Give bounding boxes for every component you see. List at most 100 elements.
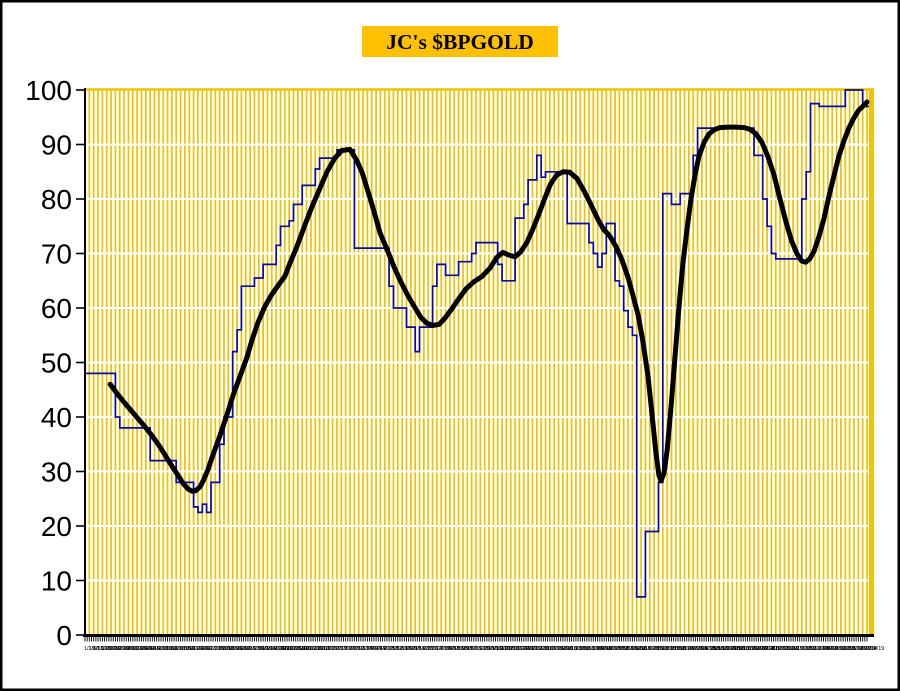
x-tick-label: 7/22/16 xyxy=(210,646,228,652)
x-tick-label: 8/4/17 xyxy=(445,646,460,652)
y-axis-ticks-and-labels: 0 10 20 30 40 50 60 70 80 90 100 xyxy=(25,75,85,651)
x-tick-label: 12/23/16 xyxy=(306,646,327,652)
x-tick-label: 11/11/16 xyxy=(280,646,301,652)
x-tick-label: 3/10/17 xyxy=(353,646,371,652)
x-tick-label: 8/26/16 xyxy=(232,646,250,652)
x-tick-label: 6/14/19 xyxy=(866,646,884,652)
x-tick-label: 9/14/18 xyxy=(697,646,715,652)
x-tick-label: 7/8/16 xyxy=(201,646,216,652)
x-tick-label: 9/15/17 xyxy=(471,646,489,652)
x-tick-label: 2/10/17 xyxy=(336,646,354,652)
x-tick-label: 12/1/17 xyxy=(518,646,536,652)
x-tick-label: 3/3/17 xyxy=(349,646,364,652)
x-tick-label: 7/7/17 xyxy=(427,646,442,652)
x-tick-label: 10/28/16 xyxy=(271,646,292,652)
x-tick-label: 7/14/17 xyxy=(432,646,450,652)
x-tick-label: 5/12/17 xyxy=(392,646,410,652)
x-tick-label: 2/12/16 xyxy=(110,646,128,652)
x-tick-label: 5/25/18 xyxy=(627,646,645,652)
x-tick-label: 10/6/17 xyxy=(484,646,502,652)
x-tick-label: 3/8/19 xyxy=(805,646,820,652)
x-tick-label: 7/27/18 xyxy=(666,646,684,652)
x-tick-label: 3/31/17 xyxy=(366,646,384,652)
x-tick-label: 9/28/18 xyxy=(705,646,723,652)
x-tick-label: 8/18/17 xyxy=(453,646,471,652)
x-tick-label: 3/17/17 xyxy=(358,646,376,652)
x-tick-label: 4/12/19 xyxy=(827,646,845,652)
x-tick-label: 2/16/18 xyxy=(566,646,584,652)
x-tick-label: 6/24/16 xyxy=(193,646,211,652)
x-tick-label: 4/29/16 xyxy=(158,646,176,652)
x-tick-label: 5/31/19 xyxy=(857,646,875,652)
x-tick-label: 10/26/18 xyxy=(723,646,744,652)
x-tick-label: 4/19/19 xyxy=(831,646,849,652)
x-tick-label: 12/7/18 xyxy=(749,646,767,652)
x-tick-label: 10/27/17 xyxy=(497,646,518,652)
y-tick-label: 70 xyxy=(41,239,72,270)
x-tick-label: 12/16/16 xyxy=(301,646,322,652)
horizontal-white-gridlines xyxy=(86,143,869,582)
x-tick-label: 4/1/16 xyxy=(140,646,155,652)
x-tick-label: 6/23/17 xyxy=(419,646,437,652)
x-tick-label: 6/9/17 xyxy=(410,646,425,652)
x-tick-label: 1/1/16 xyxy=(84,646,99,652)
x-tick-label: 5/24/19 xyxy=(853,646,871,652)
x-tick-label: 9/29/17 xyxy=(479,646,497,652)
x-tick-label: 10/13/17 xyxy=(488,646,509,652)
x-tick-label: 8/12/16 xyxy=(223,646,241,652)
x-tick-label: 8/10/18 xyxy=(675,646,693,652)
x-tick-label: 3/18/16 xyxy=(132,646,150,652)
x-tick-label: 12/29/17 xyxy=(536,646,557,652)
y-tick-label: 10 xyxy=(41,566,72,597)
x-tick-label: 5/18/18 xyxy=(623,646,641,652)
x-tick-label: 12/2/16 xyxy=(293,646,311,652)
x-tick-label: 5/10/19 xyxy=(844,646,862,652)
x-tick-label: 2/2/18 xyxy=(558,646,573,652)
x-tick-label: 1/25/19 xyxy=(779,646,797,652)
x-tick-label: 3/11/16 xyxy=(127,646,145,652)
x-tick-label: 1/19/18 xyxy=(549,646,567,652)
x-tick-label: 8/5/16 xyxy=(219,646,234,652)
x-tick-label: 3/24/17 xyxy=(362,646,380,652)
x-tick-label: 1/13/17 xyxy=(319,646,337,652)
x-tick-label: 3/4/16 xyxy=(123,646,138,652)
x-tick-label: 7/28/17 xyxy=(440,646,458,652)
x-tick-label: 9/21/18 xyxy=(701,646,719,652)
x-tick-label: 8/24/18 xyxy=(684,646,702,652)
x-tick-label: 6/29/18 xyxy=(649,646,667,652)
x-tick-label: 2/19/16 xyxy=(114,646,132,652)
x-tick-label: 6/15/18 xyxy=(640,646,658,652)
x-tick-label: 3/25/16 xyxy=(136,646,154,652)
x-tick-label: 4/7/17 xyxy=(371,646,386,652)
y-tick-label: 100 xyxy=(25,75,72,106)
x-tick-label: 8/17/18 xyxy=(679,646,697,652)
x-tick-label: 9/1/17 xyxy=(462,646,477,652)
x-tick-label: 1/4/19 xyxy=(766,646,781,652)
x-tick-label: 3/2/18 xyxy=(575,646,590,652)
x-tick-label: 8/31/18 xyxy=(688,646,706,652)
x-tick-label: 5/11/18 xyxy=(618,646,636,652)
x-tick-label: 4/21/17 xyxy=(379,646,397,652)
x-tick-label: 5/19/17 xyxy=(397,646,415,652)
x-tick-label: 4/8/16 xyxy=(145,646,160,652)
x-tick-label: 3/15/19 xyxy=(810,646,828,652)
y-tick-label: 50 xyxy=(41,348,72,379)
x-tick-label: 1/5/18 xyxy=(540,646,555,652)
x-tick-label: 6/8/18 xyxy=(636,646,651,652)
x-tick-label: 4/13/18 xyxy=(601,646,619,652)
x-tick-label: 4/6/18 xyxy=(597,646,612,652)
x-tick-label: 2/24/17 xyxy=(345,646,363,652)
x-tick-label: 9/30/16 xyxy=(253,646,271,652)
y-tick-label: 30 xyxy=(41,457,72,488)
x-tick-label: 10/12/18 xyxy=(714,646,735,652)
x-tick-label: 11/23/18 xyxy=(740,646,761,652)
x-tick-label: 9/23/16 xyxy=(249,646,267,652)
x-tick-label: 7/21/17 xyxy=(436,646,454,652)
smoothed-ma-line xyxy=(107,99,870,494)
x-tick-label: 1/6/17 xyxy=(314,646,329,652)
x-tick-label: 11/4/16 xyxy=(275,646,293,652)
x-tick-label: 2/1/19 xyxy=(783,646,798,652)
y-tick-label: 60 xyxy=(41,293,72,324)
